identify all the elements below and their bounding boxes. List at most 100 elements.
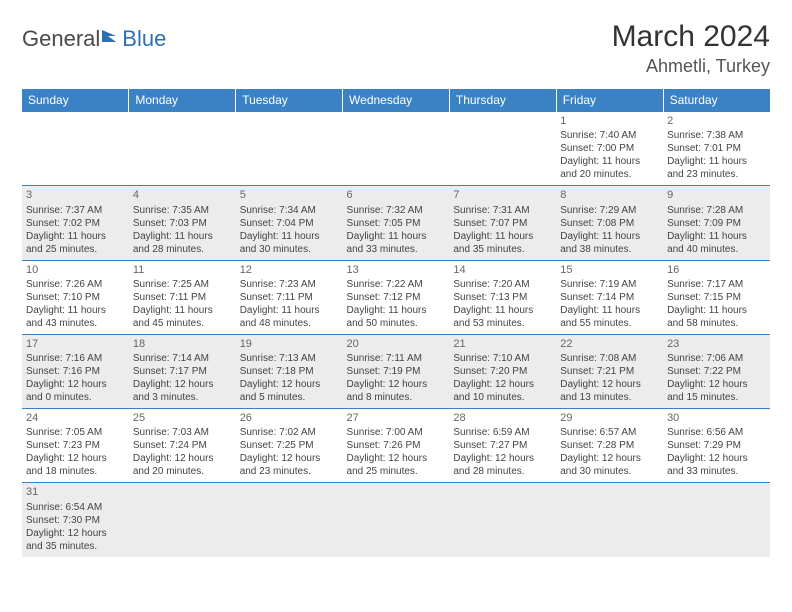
sunrise-text: Sunrise: 6:54 AM	[26, 501, 125, 514]
calendar-cell: 7Sunrise: 7:31 AMSunset: 7:07 PMDaylight…	[449, 186, 556, 260]
daylight-text: and 50 minutes.	[347, 317, 446, 330]
sunrise-text: Sunrise: 7:14 AM	[133, 352, 232, 365]
location: Ahmetli, Turkey	[612, 56, 770, 77]
sunset-text: Sunset: 7:20 PM	[453, 365, 552, 378]
day-number: 13	[347, 263, 446, 277]
sunrise-text: Sunrise: 6:57 AM	[560, 426, 659, 439]
daylight-text: and 18 minutes.	[26, 465, 125, 478]
daylight-text: and 33 minutes.	[347, 243, 446, 256]
calendar-cell-empty	[449, 483, 556, 557]
weekday-header: Sunday	[22, 89, 129, 112]
sunrise-text: Sunrise: 7:34 AM	[240, 204, 339, 217]
sunrise-text: Sunrise: 7:32 AM	[347, 204, 446, 217]
logo: General Blue	[22, 24, 166, 52]
weekday-header-row: Sunday Monday Tuesday Wednesday Thursday…	[22, 89, 770, 112]
calendar-cell-empty	[449, 112, 556, 186]
day-number: 7	[453, 188, 552, 202]
daylight-text: and 43 minutes.	[26, 317, 125, 330]
day-number: 28	[453, 411, 552, 425]
day-number: 15	[560, 263, 659, 277]
daylight-text: and 8 minutes.	[347, 391, 446, 404]
day-number: 26	[240, 411, 339, 425]
daylight-text: and 28 minutes.	[133, 243, 232, 256]
sunset-text: Sunset: 7:00 PM	[560, 142, 659, 155]
daylight-text: and 55 minutes.	[560, 317, 659, 330]
calendar-cell: 11Sunrise: 7:25 AMSunset: 7:11 PMDayligh…	[129, 260, 236, 334]
day-number: 12	[240, 263, 339, 277]
calendar-row: 1Sunrise: 7:40 AMSunset: 7:00 PMDaylight…	[22, 112, 770, 186]
day-number: 17	[26, 337, 125, 351]
day-number: 20	[347, 337, 446, 351]
title-block: March 2024 Ahmetli, Turkey	[612, 20, 770, 77]
daylight-text: and 0 minutes.	[26, 391, 125, 404]
calendar-row: 31Sunrise: 6:54 AMSunset: 7:30 PMDayligh…	[22, 483, 770, 557]
calendar-cell: 10Sunrise: 7:26 AMSunset: 7:10 PMDayligh…	[22, 260, 129, 334]
sunset-text: Sunset: 7:14 PM	[560, 291, 659, 304]
daylight-text: and 20 minutes.	[133, 465, 232, 478]
daylight-text: and 3 minutes.	[133, 391, 232, 404]
weekday-header: Tuesday	[236, 89, 343, 112]
calendar-cell: 18Sunrise: 7:14 AMSunset: 7:17 PMDayligh…	[129, 334, 236, 408]
sunset-text: Sunset: 7:21 PM	[560, 365, 659, 378]
sunset-text: Sunset: 7:26 PM	[347, 439, 446, 452]
weekday-header: Friday	[556, 89, 663, 112]
day-number: 9	[667, 188, 766, 202]
sunset-text: Sunset: 7:09 PM	[667, 217, 766, 230]
sunset-text: Sunset: 7:13 PM	[453, 291, 552, 304]
header: General Blue March 2024 Ahmetli, Turkey	[22, 20, 770, 77]
calendar-cell-empty	[343, 112, 450, 186]
sunrise-text: Sunrise: 7:06 AM	[667, 352, 766, 365]
day-number: 14	[453, 263, 552, 277]
sunset-text: Sunset: 7:07 PM	[453, 217, 552, 230]
daylight-text: Daylight: 11 hours	[453, 230, 552, 243]
calendar-row: 10Sunrise: 7:26 AMSunset: 7:10 PMDayligh…	[22, 260, 770, 334]
day-number: 23	[667, 337, 766, 351]
sunset-text: Sunset: 7:11 PM	[240, 291, 339, 304]
sunset-text: Sunset: 7:23 PM	[26, 439, 125, 452]
day-number: 8	[560, 188, 659, 202]
sunset-text: Sunset: 7:12 PM	[347, 291, 446, 304]
calendar-cell-empty	[663, 483, 770, 557]
day-number: 3	[26, 188, 125, 202]
sunset-text: Sunset: 7:22 PM	[667, 365, 766, 378]
calendar-cell: 4Sunrise: 7:35 AMSunset: 7:03 PMDaylight…	[129, 186, 236, 260]
daylight-text: and 15 minutes.	[667, 391, 766, 404]
sunrise-text: Sunrise: 7:35 AM	[133, 204, 232, 217]
sunset-text: Sunset: 7:05 PM	[347, 217, 446, 230]
daylight-text: Daylight: 11 hours	[133, 304, 232, 317]
sunrise-text: Sunrise: 7:40 AM	[560, 129, 659, 142]
daylight-text: Daylight: 12 hours	[26, 527, 125, 540]
sunrise-text: Sunrise: 7:29 AM	[560, 204, 659, 217]
calendar-cell-empty	[236, 112, 343, 186]
calendar-cell-empty	[343, 483, 450, 557]
sunset-text: Sunset: 7:19 PM	[347, 365, 446, 378]
month-title: March 2024	[612, 20, 770, 54]
daylight-text: Daylight: 11 hours	[240, 304, 339, 317]
daylight-text: Daylight: 11 hours	[347, 230, 446, 243]
sunrise-text: Sunrise: 7:02 AM	[240, 426, 339, 439]
sunset-text: Sunset: 7:03 PM	[133, 217, 232, 230]
sunset-text: Sunset: 7:08 PM	[560, 217, 659, 230]
calendar-cell: 14Sunrise: 7:20 AMSunset: 7:13 PMDayligh…	[449, 260, 556, 334]
sunset-text: Sunset: 7:15 PM	[667, 291, 766, 304]
calendar-cell-empty	[129, 112, 236, 186]
daylight-text: and 48 minutes.	[240, 317, 339, 330]
daylight-text: and 13 minutes.	[560, 391, 659, 404]
daylight-text: Daylight: 11 hours	[347, 304, 446, 317]
calendar-cell: 23Sunrise: 7:06 AMSunset: 7:22 PMDayligh…	[663, 334, 770, 408]
daylight-text: Daylight: 11 hours	[667, 230, 766, 243]
sunset-text: Sunset: 7:25 PM	[240, 439, 339, 452]
sunrise-text: Sunrise: 7:16 AM	[26, 352, 125, 365]
calendar-cell: 30Sunrise: 6:56 AMSunset: 7:29 PMDayligh…	[663, 409, 770, 483]
day-number: 19	[240, 337, 339, 351]
sunrise-text: Sunrise: 7:38 AM	[667, 129, 766, 142]
sunrise-text: Sunrise: 7:08 AM	[560, 352, 659, 365]
day-number: 4	[133, 188, 232, 202]
sunrise-text: Sunrise: 7:26 AM	[26, 278, 125, 291]
daylight-text: Daylight: 12 hours	[240, 452, 339, 465]
day-number: 30	[667, 411, 766, 425]
calendar-cell: 24Sunrise: 7:05 AMSunset: 7:23 PMDayligh…	[22, 409, 129, 483]
calendar-cell: 2Sunrise: 7:38 AMSunset: 7:01 PMDaylight…	[663, 112, 770, 186]
sunrise-text: Sunrise: 6:56 AM	[667, 426, 766, 439]
calendar-cell: 21Sunrise: 7:10 AMSunset: 7:20 PMDayligh…	[449, 334, 556, 408]
